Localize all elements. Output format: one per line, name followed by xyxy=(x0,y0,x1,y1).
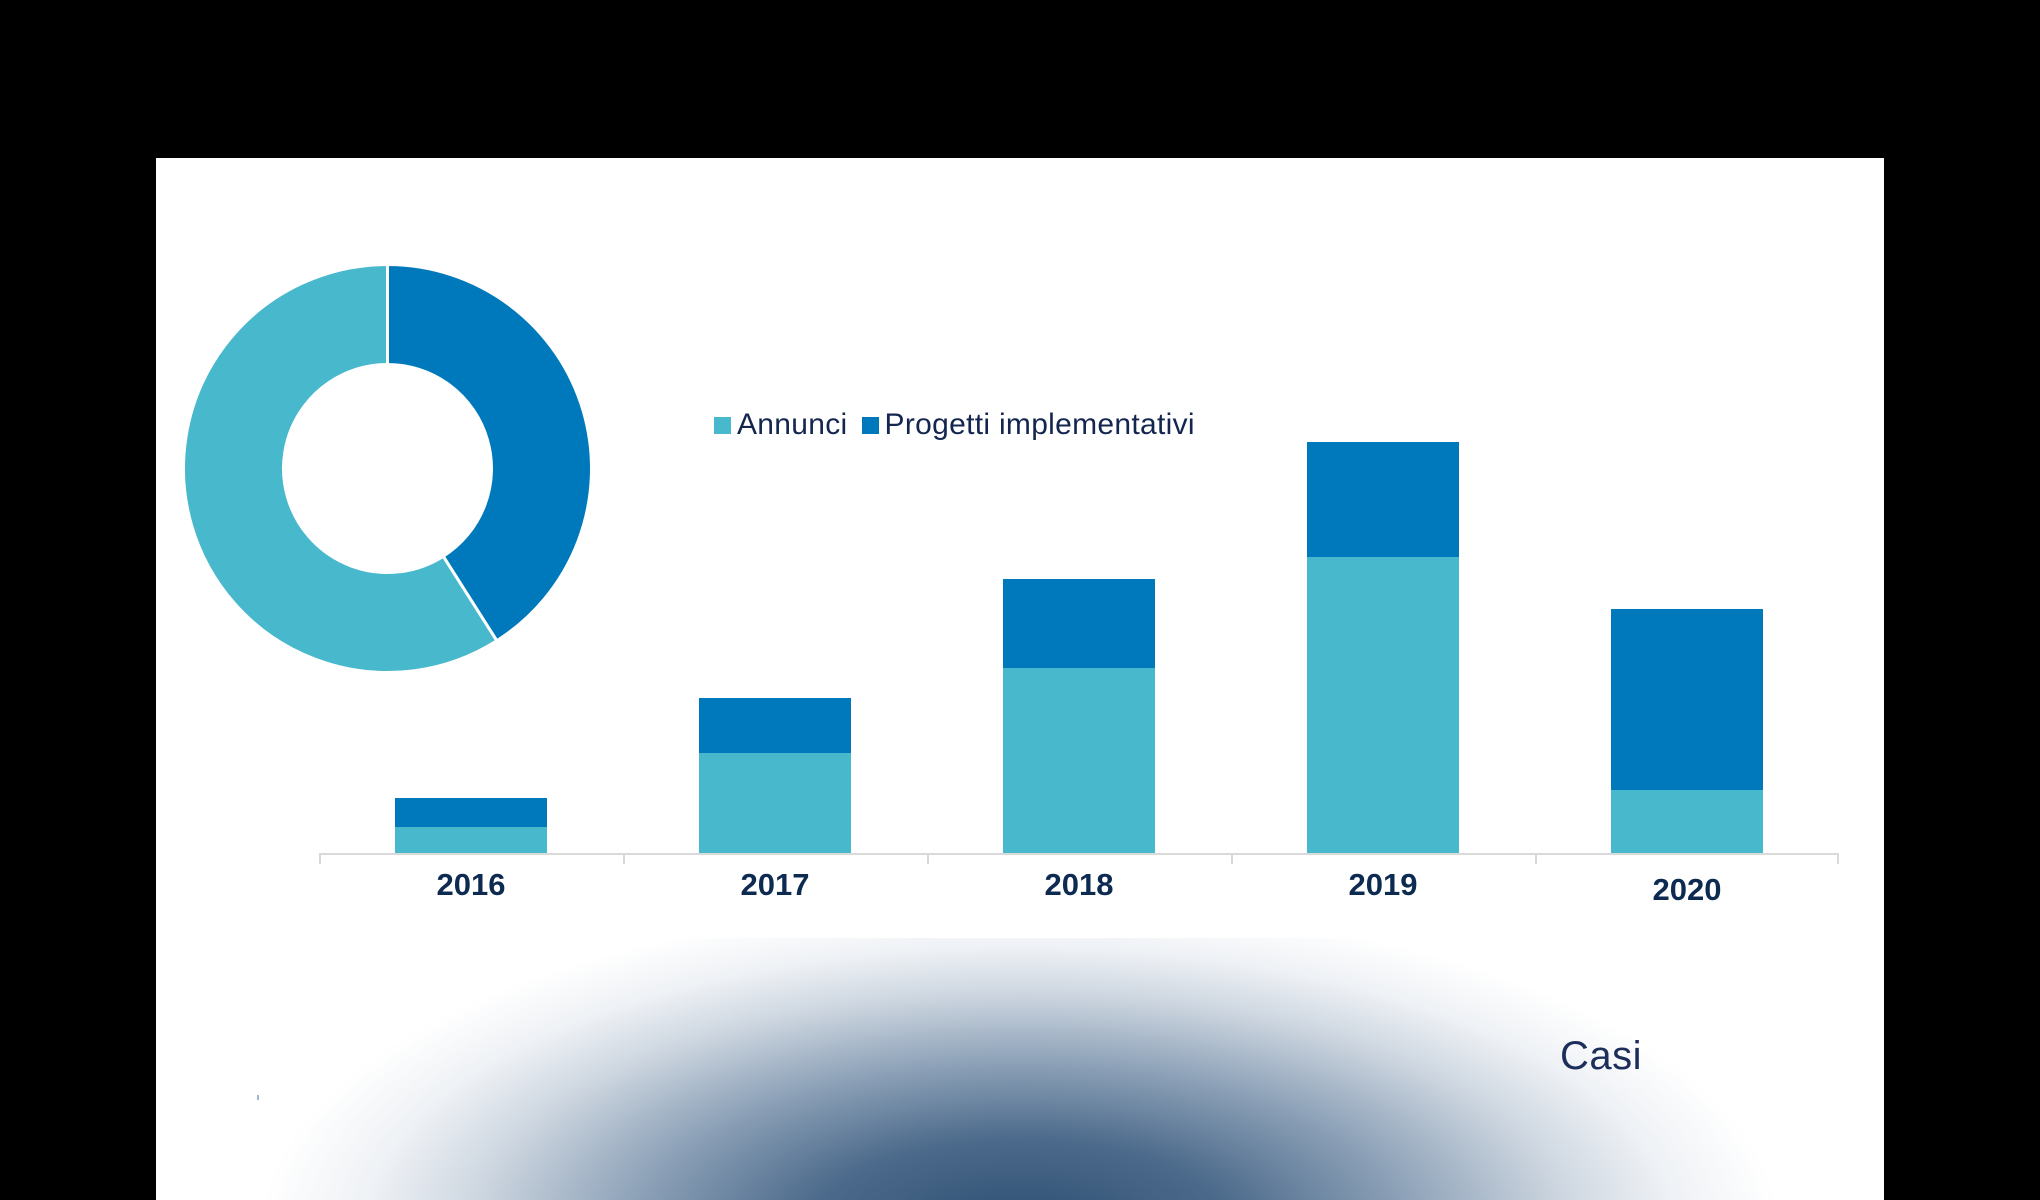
bar-segment-annunci xyxy=(1003,668,1155,853)
bottom-radial-glow xyxy=(220,938,1820,1200)
x-axis-tick xyxy=(1535,853,1537,864)
category-2020: 2020 xyxy=(1535,316,1839,907)
donut-slice-progetti xyxy=(386,264,592,643)
bar-segment-progetti xyxy=(395,797,547,828)
bar-segment-annunci xyxy=(1307,557,1459,853)
bar-segment-progetti xyxy=(1611,608,1763,791)
bar-2020 xyxy=(1611,608,1763,853)
x-axis-label: 2017 xyxy=(740,867,810,902)
legend-item-progetti: Progetti implementativi xyxy=(861,408,1195,442)
bar-segment-progetti xyxy=(1003,579,1155,668)
bar-segment-progetti xyxy=(699,697,851,754)
x-axis-line xyxy=(319,853,1839,855)
legend-label-progetti: Progetti implementativi xyxy=(884,408,1195,441)
legend-item-annunci: Annunci xyxy=(714,408,848,442)
footer-label-casi: Casi xyxy=(1560,1034,1643,1078)
bar-2017 xyxy=(699,697,851,853)
bar-segment-annunci xyxy=(699,753,851,853)
legend-label-annunci: Annunci xyxy=(737,408,848,441)
x-axis-tick xyxy=(319,853,321,864)
bar-segment-progetti xyxy=(1307,442,1459,557)
x-axis-label: 2018 xyxy=(1044,867,1114,902)
bar-2019 xyxy=(1307,442,1459,853)
stacked-bar-chart: 2016 2017 2018 2019 2020 xyxy=(319,316,1839,907)
decorative-mark xyxy=(257,1095,259,1100)
legend-swatch-progetti xyxy=(861,416,879,434)
legend-swatch-annunci xyxy=(714,416,731,434)
x-axis-tick xyxy=(623,853,625,864)
category-2018: 2018 xyxy=(927,316,1231,902)
x-axis-tick xyxy=(927,853,929,864)
bar-segment-annunci xyxy=(395,827,547,853)
chart-panel: Annunci Progetti implementativi 2016 2017… xyxy=(156,158,1884,1200)
x-axis-tick xyxy=(1837,853,1839,864)
bar-2016 xyxy=(395,797,547,853)
x-axis-label: 2019 xyxy=(1348,867,1418,902)
x-axis-tick xyxy=(1231,853,1233,864)
chart-legend: Annunci Progetti implementativi xyxy=(714,408,1209,442)
category-2016: 2016 xyxy=(319,316,623,902)
x-axis-label: 2016 xyxy=(436,867,506,902)
bar-2018 xyxy=(1003,579,1155,853)
donut-chart xyxy=(183,264,592,673)
category-2019: 2019 xyxy=(1231,316,1535,902)
bar-segment-annunci xyxy=(1611,790,1763,853)
category-2017: 2017 xyxy=(623,316,927,902)
donut-slice-annunci xyxy=(183,264,499,673)
x-axis-label: 2020 xyxy=(1652,872,1722,907)
